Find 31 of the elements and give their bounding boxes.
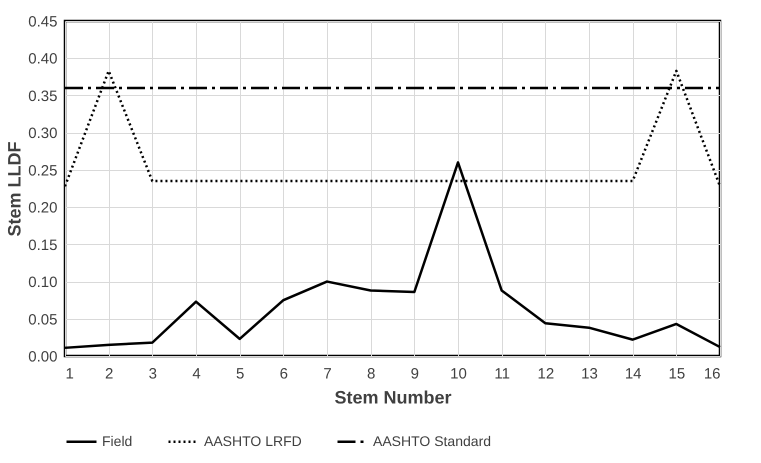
y-tick-label: 0.30 <box>28 125 58 142</box>
x-tick-label: 5 <box>236 366 244 382</box>
x-tick-label: 7 <box>323 366 332 382</box>
y-tick-label: 0.45 <box>28 14 58 30</box>
x-tick-label: 9 <box>410 366 420 382</box>
x-tick-label: 4 <box>192 366 201 382</box>
legend-label: AASHTO Standard <box>373 432 492 449</box>
x-tick-label: 2 <box>104 366 114 382</box>
x-tick-label: 14 <box>624 366 642 382</box>
x-axis-title: Stem Number <box>334 388 452 408</box>
x-tick-label: 3 <box>148 366 158 382</box>
y-tick-label: 0.40 <box>28 50 58 68</box>
x-tick-label: 1 <box>66 366 74 382</box>
y-tick-label: 0.15 <box>28 236 58 254</box>
legend-label: AASHTO LRFD <box>204 432 302 449</box>
y-tick-label: 0.20 <box>28 200 58 217</box>
legend-label: Field <box>102 432 132 449</box>
x-tick-label: 10 <box>450 366 467 382</box>
x-tick-label: 11 <box>494 366 510 382</box>
y-tick-label: 0.10 <box>28 274 58 292</box>
y-axis-title: Stem LLDF <box>4 141 24 237</box>
x-tick-label: 15 <box>668 366 686 382</box>
y-tick-label: 0.25 <box>28 162 58 180</box>
x-tick-label: 8 <box>366 366 376 382</box>
x-tick-label: 13 <box>581 366 598 382</box>
y-tick-label: 0.35 <box>28 88 58 105</box>
y-tick-label: 0.05 <box>28 311 58 328</box>
x-tick-label: 12 <box>537 366 554 382</box>
x-tick-label: 6 <box>280 366 288 382</box>
x-tick-label: 16 <box>704 366 720 382</box>
y-tick-label: 0.00 <box>28 348 58 366</box>
